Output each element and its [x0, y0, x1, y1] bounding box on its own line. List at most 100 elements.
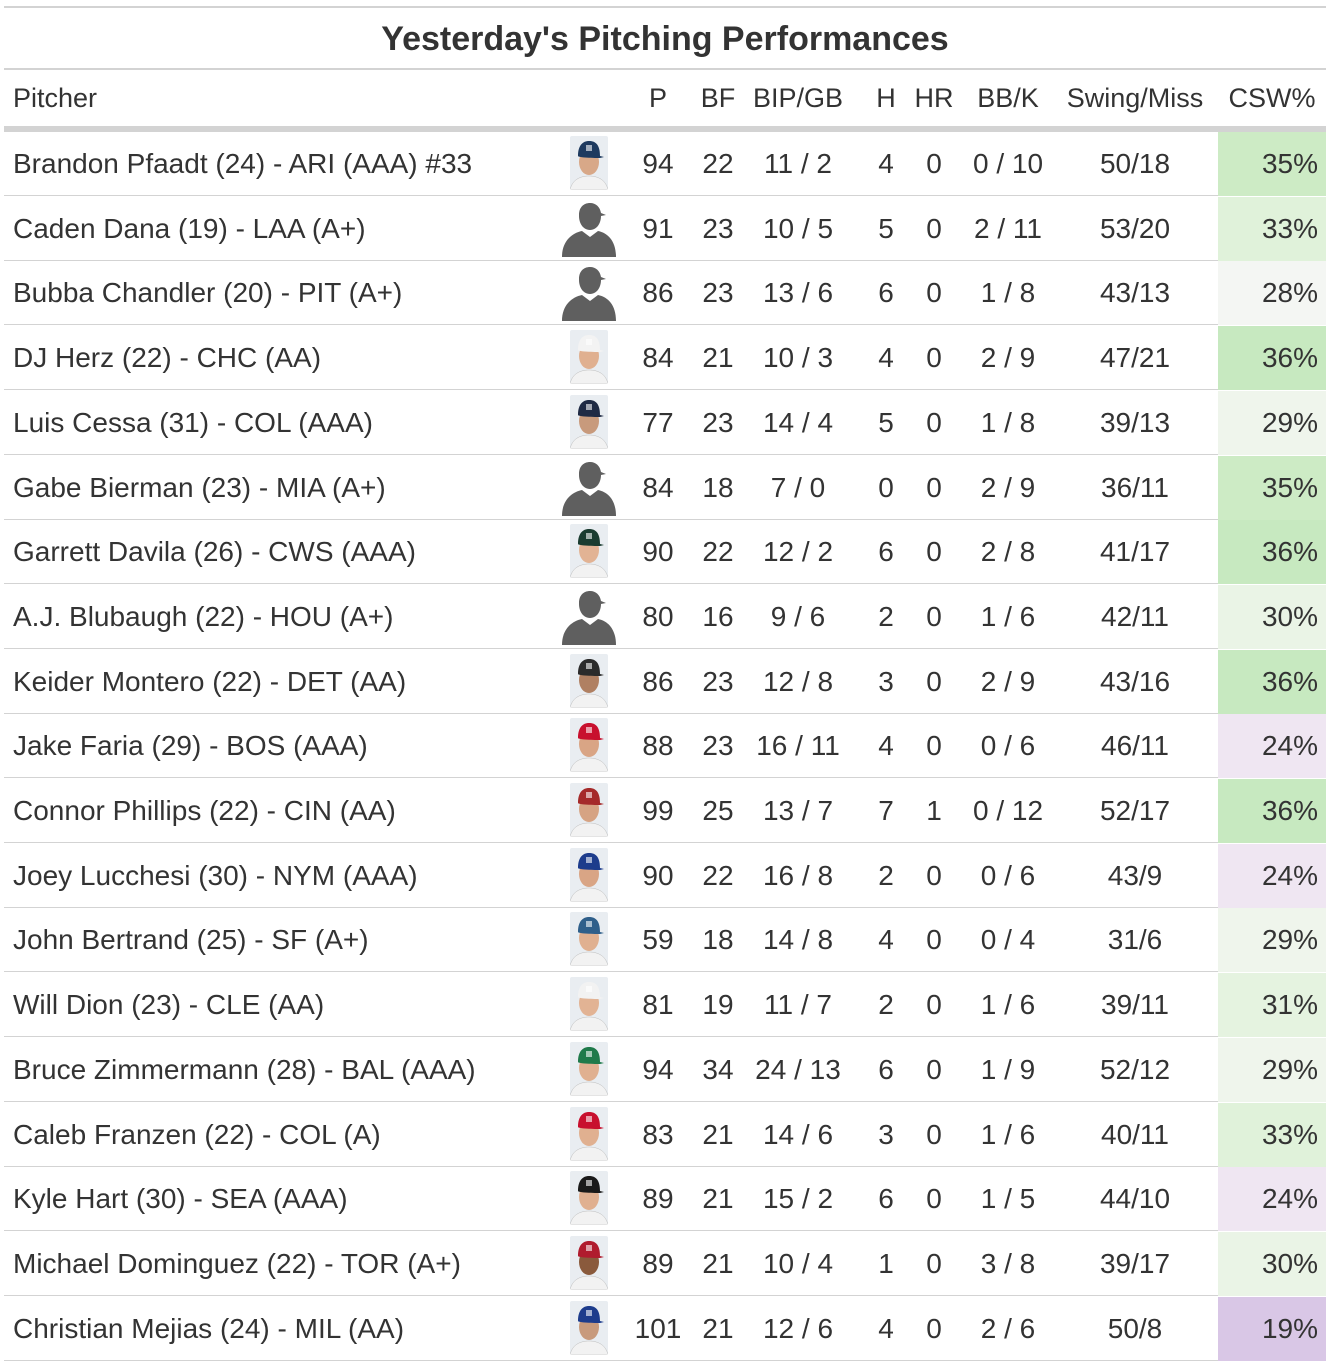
pitches-cell: 91 [642, 212, 674, 244]
bip-gb-cell: 10 / 4 [762, 1247, 834, 1279]
hits-cell: 4 [878, 148, 894, 179]
swing-miss-cell: 47/21 [1099, 342, 1171, 374]
table-row: 24% Joey Lucchesi (30) - NYM (AAA) 90 22 16 … [4, 843, 1326, 908]
swing-miss-cell: 42/11 [1101, 600, 1169, 632]
header-rule [4, 126, 1326, 132]
pitcher-name: Caden Dana (19) - LAA (A+) [13, 212, 366, 244]
swing-miss-cell: 43/16 [1099, 665, 1171, 697]
table-row: 35% Brandon Pfaadt (24) - ARI (AAA) #33 94… [4, 132, 1326, 196]
home-runs-cell: 0 [926, 536, 942, 568]
swing-miss-cell: 50/8 [1107, 1312, 1163, 1344]
col-header-p: P [648, 83, 667, 113]
table-row: 33% Caleb Franzen (22) - COL (A) 83 21 14 / … [4, 1102, 1326, 1167]
hits-cell: 4 [878, 730, 894, 762]
col-header-bipgb: BIP/GB [752, 83, 844, 113]
bb-k-cell: 1 / 5 [980, 1183, 1036, 1215]
home-runs-cell: 0 [926, 342, 942, 374]
pitcher-name: Michael Dominguez (22) - TOR (A+) [13, 1247, 461, 1279]
batters-faced-cell: 18 [702, 471, 734, 503]
player-headshot-icon [570, 394, 608, 449]
player-headshot-icon [570, 330, 608, 385]
hits-cell: 6 [878, 277, 894, 309]
swing-miss-cell: 40/11 [1101, 1118, 1169, 1150]
csw-cell: 24% [1218, 714, 1326, 779]
hits-cell: 5 [878, 212, 894, 244]
home-runs-cell: 0 [926, 665, 942, 697]
hits-cell: 4 [878, 342, 894, 374]
col-header-h: H [876, 83, 896, 113]
swing-miss-cell: 39/13 [1099, 406, 1171, 438]
pitcher-name: Christian Mejias (24) - MIL (AA) [13, 1312, 405, 1344]
home-runs-cell: 0 [926, 924, 942, 956]
table-row: 28% Bubba Chandler (20) - PIT (A+) 86 23 13 … [4, 261, 1326, 326]
bip-gb-cell: 12 / 6 [762, 1312, 834, 1344]
table-row: 24% Kyle Hart (30) - SEA (AAA) 89 21 15 / 2 6… [4, 1167, 1326, 1232]
bip-gb-cell: 13 / 7 [762, 795, 834, 826]
swing-miss-cell: 31/6 [1107, 924, 1163, 956]
player-headshot-icon [570, 847, 608, 902]
hits-cell: 2 [878, 859, 894, 891]
swing-miss-cell: 39/11 [1101, 989, 1169, 1021]
csw-cell: 31% [1218, 973, 1326, 1038]
pitcher-name: Brandon Pfaadt (24) - ARI (AAA) #33 [13, 148, 473, 179]
pitches-cell: 86 [642, 665, 674, 697]
swing-miss-cell: 36/11 [1101, 471, 1169, 503]
swing-miss-cell: 53/20 [1099, 212, 1171, 244]
bb-k-cell: 0 / 4 [980, 924, 1036, 956]
hits-cell: 6 [878, 1183, 894, 1215]
pitcher-name: Luis Cessa (31) - COL (AAA) [13, 406, 373, 438]
home-runs-cell: 0 [926, 600, 942, 632]
bip-gb-cell: 15 / 2 [762, 1183, 834, 1215]
batters-faced-cell: 22 [702, 148, 734, 179]
swing-miss-cell: 43/13 [1099, 277, 1171, 309]
csw-cell: 36% [1218, 520, 1326, 585]
pitches-cell: 90 [642, 536, 674, 568]
home-runs-cell: 0 [926, 1312, 942, 1344]
batters-faced-cell: 18 [702, 924, 734, 956]
table-row: 29% Luis Cessa (31) - COL (AAA) 77 23 14 / 4… [4, 390, 1326, 455]
swing-miss-cell: 52/12 [1099, 1053, 1171, 1085]
bip-gb-cell: 14 / 6 [762, 1118, 834, 1150]
swing-miss-cell: 44/10 [1099, 1183, 1171, 1215]
bip-gb-cell: 11 / 2 [764, 148, 832, 179]
pitches-cell: 101 [634, 1312, 682, 1344]
csw-cell: 30% [1218, 1231, 1326, 1296]
home-runs-cell: 0 [926, 1118, 942, 1150]
player-headshot-icon [570, 718, 608, 773]
batters-faced-cell: 21 [702, 342, 734, 374]
home-runs-cell: 1 [926, 795, 942, 826]
home-runs-cell: 0 [926, 989, 942, 1021]
hits-cell: 1 [878, 1247, 894, 1279]
home-runs-cell: 0 [926, 471, 942, 503]
bip-gb-cell: 12 / 2 [762, 536, 834, 568]
player-headshot-icon [570, 912, 608, 967]
bb-k-cell: 2 / 8 [980, 536, 1036, 568]
pitcher-name: Caleb Franzen (22) - COL (A) [13, 1118, 381, 1150]
table-row: 36% Garrett Davila (26) - CWS (AAA) 90 22 12… [4, 520, 1326, 585]
table-row: 33% Caden Dana (19) - LAA (A+) 91 23 10 / 5 5… [4, 196, 1326, 261]
batters-faced-cell: 23 [702, 277, 734, 309]
hits-cell: 4 [878, 924, 894, 956]
swing-miss-cell: 43/9 [1107, 859, 1163, 891]
bb-k-cell: 0 / 6 [980, 730, 1036, 762]
bb-k-cell: 1 / 8 [980, 277, 1036, 309]
hits-cell: 3 [878, 665, 894, 697]
home-runs-cell: 0 [926, 730, 942, 762]
bb-k-cell: 2 / 9 [980, 665, 1036, 697]
csw-cell: 24% [1218, 843, 1326, 908]
batters-faced-cell: 21 [702, 1183, 734, 1215]
pitcher-name: Keider Montero (22) - DET (AA) [13, 665, 407, 697]
table-row: 36% Connor Phillips (22) - CIN (AA) 99 25 13… [4, 779, 1326, 843]
col-header-swingmiss: Swing/Miss [1066, 83, 1204, 113]
player-headshot-icon [570, 653, 608, 708]
swing-miss-cell: 50/18 [1099, 148, 1171, 179]
table-row: 30% Michael Dominguez (22) - TOR (A+) 89 21… [4, 1231, 1326, 1296]
batters-faced-cell: 25 [702, 795, 734, 826]
csw-cell: 36% [1218, 326, 1326, 391]
pitches-cell: 99 [642, 795, 674, 826]
csw-cell: 36% [1218, 649, 1326, 714]
bip-gb-cell: 14 / 8 [762, 924, 834, 956]
pitches-cell: 88 [642, 730, 674, 762]
bb-k-cell: 2 / 6 [980, 1312, 1036, 1344]
